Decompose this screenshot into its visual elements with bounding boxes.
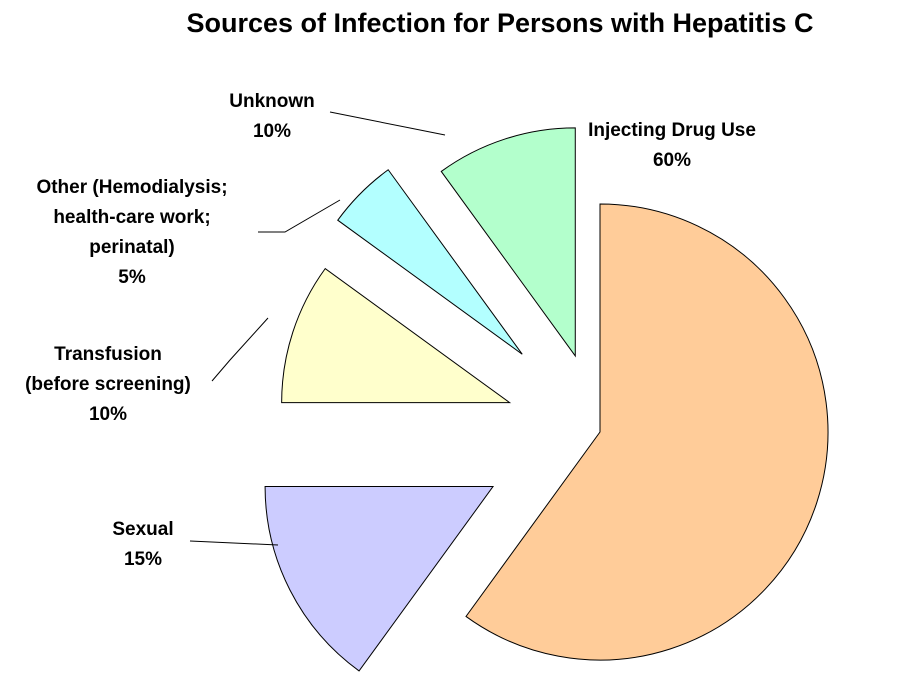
- pie-slice-0: [465, 203, 829, 661]
- pie-slice-3: [337, 169, 523, 355]
- slice-value-label-2: 10%: [89, 404, 127, 425]
- slice-label-3: health-care work;: [53, 207, 210, 228]
- leader-line-3: [258, 199, 341, 233]
- slice-label-2: Transfusion: [54, 344, 162, 365]
- slice-label-4: Unknown: [229, 91, 315, 112]
- slice-label-1: Sexual: [112, 519, 173, 540]
- pie-slice-2: [281, 267, 512, 404]
- slice-value-label-1: 15%: [124, 549, 162, 570]
- pie-slice-1: [264, 485, 495, 672]
- slice-label-3: Other (Hemodialysis;: [36, 177, 227, 198]
- slice-label-3: perinatal): [89, 237, 175, 258]
- leader-line-1: [189, 540, 279, 546]
- leader-line-2: [211, 317, 269, 382]
- chart-title: Sources of Infection for Persons with He…: [186, 8, 814, 38]
- slice-value-label-3: 5%: [118, 267, 146, 288]
- slice-label-0: Injecting Drug Use: [588, 120, 756, 141]
- slice-value-label-0: 60%: [653, 150, 691, 171]
- slice-label-2: (before screening): [25, 374, 191, 395]
- slice-value-label-4: 10%: [253, 121, 291, 142]
- pie-slice-4: [440, 127, 576, 358]
- leader-line-4: [329, 111, 446, 136]
